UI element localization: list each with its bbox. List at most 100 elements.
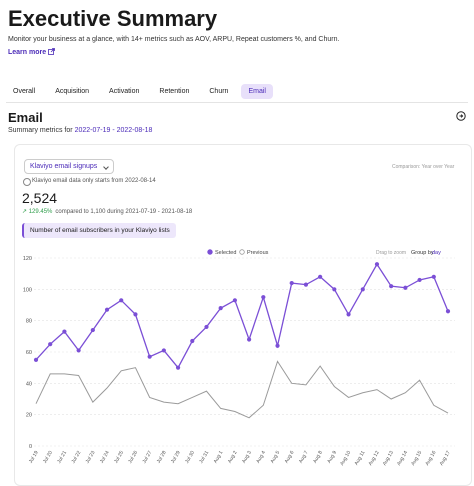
x-tick-label: Aug 16 xyxy=(424,450,437,467)
section-title: Email xyxy=(8,110,43,125)
change-pct: ↗ 129.45% xyxy=(22,209,53,215)
data-point xyxy=(318,274,323,279)
x-tick-label: Aug 7 xyxy=(298,450,310,465)
learn-more-link[interactable]: Learn more xyxy=(8,48,55,56)
tab[interactable]: Churn xyxy=(209,88,229,95)
data-point xyxy=(119,298,124,303)
data-point xyxy=(332,287,337,292)
group-by-label: Group by xyxy=(411,250,434,256)
tab-bar: Overall Acquisition Activation Retention Chu… xyxy=(6,84,273,99)
data-point xyxy=(289,280,294,286)
x-tick-label: Jul 24 xyxy=(99,450,111,465)
tab[interactable]: Acquisition xyxy=(55,88,90,95)
series-line xyxy=(35,263,449,369)
legend-swatch xyxy=(207,249,213,255)
change-line: ↗ 129.45% compared to 1,100 during 2021-0… xyxy=(22,208,192,215)
x-tick-label: Jul 27 xyxy=(142,450,154,465)
data-point xyxy=(232,298,237,303)
card xyxy=(14,144,472,486)
tab[interactable]: Activation xyxy=(109,88,140,95)
x-tick-label: Aug 17 xyxy=(439,450,452,467)
subtitle: Monitor your business at a glance, with … xyxy=(8,36,340,43)
x-tick-label: Jul 19 xyxy=(28,450,40,465)
group-by-value: day xyxy=(432,250,441,256)
link-text[interactable]: Learn more xyxy=(8,49,47,56)
x-tick-label: Aug 15 xyxy=(410,450,423,467)
x-tick-label: Aug 14 xyxy=(396,450,409,467)
data-point xyxy=(204,324,209,330)
x-tick-label: Jul 21 xyxy=(56,450,68,465)
x-tick-label: Aug 12 xyxy=(368,450,381,467)
data-point xyxy=(161,348,166,353)
drag-hint: Drag to zoom xyxy=(376,250,406,256)
x-tick-label: Aug 10 xyxy=(339,450,352,467)
tab[interactable]: Overall xyxy=(13,88,36,95)
data-point xyxy=(133,312,138,317)
data-point xyxy=(76,348,81,353)
kpi-value: 2,524 xyxy=(22,190,58,206)
x-tick-label: Aug 13 xyxy=(382,450,395,467)
x-tick-label: Jul 25 xyxy=(113,450,125,465)
data-point xyxy=(104,307,110,312)
x-tick-label: Aug 11 xyxy=(354,450,367,467)
legend-label: Selected xyxy=(215,250,236,256)
divider xyxy=(6,102,468,103)
summary-line: Summary metrics for 2022-07-19 - 2022-08-… xyxy=(8,127,152,134)
x-tick-label: Aug 3 xyxy=(241,450,253,465)
external-icon xyxy=(48,48,55,55)
data-point xyxy=(303,282,309,287)
info-button[interactable] xyxy=(456,111,466,121)
x-tick-label: Aug 1 xyxy=(213,450,225,465)
data-point xyxy=(431,274,436,279)
x-tick-label: Aug 5 xyxy=(270,450,282,465)
data-point xyxy=(403,285,408,290)
change-value: 129.45% xyxy=(28,209,53,215)
x-tick-label: Jul 22 xyxy=(70,450,82,465)
x-tick-label: Jul 26 xyxy=(127,450,139,465)
x-tick-label: Jul 29 xyxy=(170,450,182,465)
x-tick-label: Aug 9 xyxy=(326,450,338,465)
data-point xyxy=(247,337,252,342)
y-tick-label: 100 xyxy=(23,287,32,293)
tab[interactable]: Retention xyxy=(159,88,190,95)
series-line xyxy=(35,360,449,419)
x-tick-label: Aug 4 xyxy=(255,450,267,465)
data-point xyxy=(360,287,365,292)
data-point xyxy=(90,327,95,333)
note-icon xyxy=(23,178,31,186)
compare-text: compared to 1,100 during 2021-07-19 - 20… xyxy=(55,209,193,215)
page-title: Executive Summary xyxy=(8,6,218,31)
data-point xyxy=(445,309,451,314)
y-tick-label: 40 xyxy=(26,381,32,387)
metric-dropdown[interactable]: Klaviyo email signups xyxy=(24,159,115,174)
data-point xyxy=(389,284,394,289)
data-point xyxy=(62,329,67,334)
y-tick-label: 120 xyxy=(23,256,32,262)
y-tick-label: 80 xyxy=(26,319,32,325)
y-tick-label: 0 xyxy=(29,444,32,450)
x-tick-label: Jul 20 xyxy=(42,450,54,465)
x-tick-label: Jul 28 xyxy=(156,450,168,465)
metric-description: Number of email subscribers in your Klav… xyxy=(22,223,176,238)
data-point xyxy=(175,365,181,370)
data-point xyxy=(147,354,152,359)
y-tick-label: 60 xyxy=(26,350,32,356)
y-tick-label: 20 xyxy=(26,413,32,419)
x-tick-label: Jul 31 xyxy=(198,450,210,465)
x-tick-label: Jul 30 xyxy=(184,450,196,465)
data-point xyxy=(33,357,39,362)
summary-label: Summary metrics for xyxy=(8,127,73,134)
tab[interactable]: Email xyxy=(241,84,273,99)
data-point xyxy=(346,312,351,317)
data-point xyxy=(374,262,380,267)
data-point xyxy=(261,295,266,300)
legend-label: Previous xyxy=(247,250,269,256)
x-tick-label: Aug 8 xyxy=(312,450,324,465)
legend-swatch xyxy=(239,249,245,255)
data-point xyxy=(275,343,280,348)
data-point xyxy=(48,342,53,347)
data-point xyxy=(190,338,195,344)
x-tick-label: Aug 2 xyxy=(227,450,239,465)
